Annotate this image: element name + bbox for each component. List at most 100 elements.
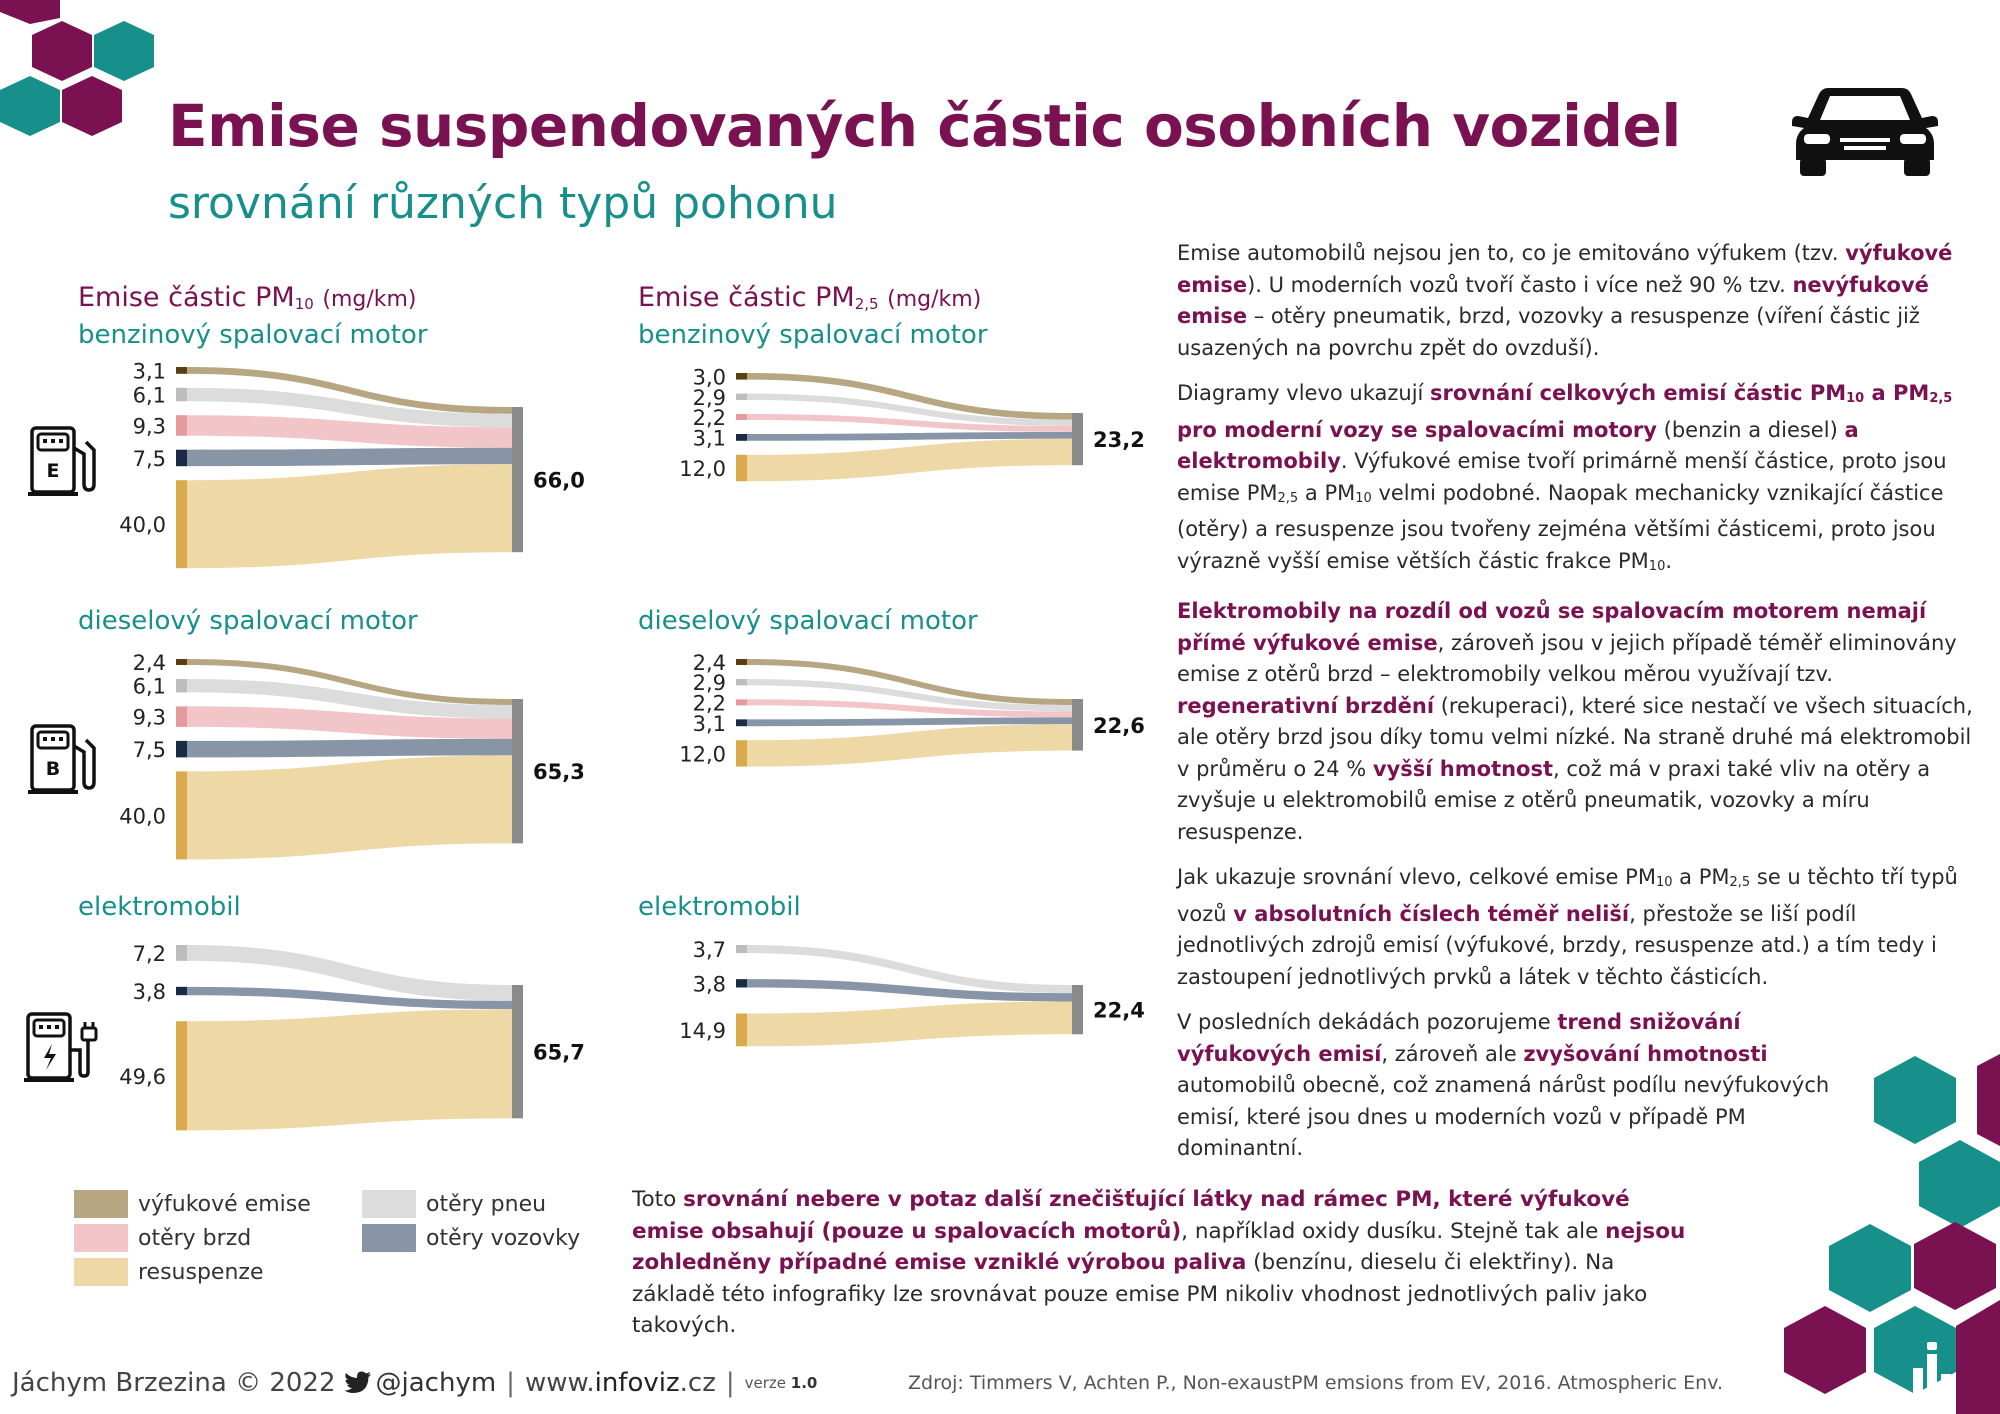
total-bar [1072,699,1083,751]
value-label: 2,2 [693,406,726,430]
sankey-pm25-petrol: 3,02,92,23,1 12,0 23,2 [679,365,1145,482]
total-label: 65,7 [533,1041,585,1065]
source-bar [736,679,747,686]
source-bar [736,740,747,767]
flow-band [747,724,1072,767]
pm10-panel-title: Emise částic PM10 (mg/km) [78,282,417,313]
paragraph-5: V posledních dekádách pozorujeme trend s… [1177,1010,1830,1160]
category-label-ev-pm25: elektromobil [638,892,801,922]
bottom-note: Toto srovnání nebere v potaz další zneči… [632,1187,1686,1338]
bar-chart-logo-icon [1913,1342,1951,1396]
total-label: 22,4 [1093,999,1145,1023]
total-bar [512,985,523,1119]
legend-item: otěry vozovky [362,1224,580,1252]
value-label: 49,6 [119,1065,166,1089]
flow-band [187,415,512,448]
total-bar [1072,413,1083,466]
legend-swatch [362,1224,416,1252]
value-label: 3,1 [693,712,726,736]
source-bar [176,659,187,665]
sankey-pm10-ev: 7,2 3,8 49,6 65,7 [119,942,585,1131]
value-label: 2,9 [693,386,726,410]
source-bar [736,719,747,727]
total-label: 23,2 [1093,428,1145,452]
flow-band [747,659,1072,705]
flow-band [747,413,1072,432]
fuel-pump-e-icon: E [28,426,96,496]
value-label: 3,0 [693,365,726,389]
flow-band [747,373,1072,420]
flow-band [747,717,1072,727]
source-bar [176,706,187,727]
sankey-pm25-diesel: 2,42,92,23,1 12,0 22,6 [679,651,1145,767]
flow-band [747,945,1072,994]
page-title: Emise suspendovaných částic osobních voz… [168,92,1681,160]
flow-band [747,1001,1072,1047]
source-bar [736,979,747,988]
svg-text:E: E [47,460,60,482]
source-bar [176,986,187,996]
footer-credits: Jáchym Brzezina © 2022 @jachym | www.inf… [12,1368,818,1398]
source-bar [176,679,187,693]
value-label: 3,1 [693,426,726,450]
sankey-pm10-diesel: 2,46,1 9,3 7,5 40,0 65,3 [119,651,585,860]
twitter-bird-icon [344,1371,371,1393]
svg-text:B: B [46,758,60,780]
source-bar [736,945,747,954]
value-label: 3,1 [133,360,166,383]
source-bar [176,415,187,436]
website-link[interactable]: www.infoviz.cz [524,1368,716,1398]
value-label: 9,3 [133,414,166,438]
flow-band [187,679,512,719]
flow-band [187,738,512,758]
value-label: 9,3 [133,706,166,730]
flow-band [187,464,512,569]
category-label-diesel-pm25: dieselový spalovací motor [638,606,978,636]
value-label: 40,0 [119,513,166,537]
hexagon-decoration-top-left [0,0,154,136]
source-bar [176,1021,187,1131]
value-label: 6,1 [133,384,166,408]
pm25-panel-title: Emise částic PM2,5 (mg/km) [638,282,982,313]
value-label: 6,1 [133,675,166,699]
paragraph-3: Elektromobily na rozdíl od vozů se spalo… [1177,599,1973,844]
source-bar [736,433,747,441]
source-bar [176,449,187,467]
source-bar [176,740,187,758]
value-label: 3,7 [693,938,726,962]
source-bar [176,367,187,374]
ev-charger-icon [24,1012,98,1082]
page-subtitle: srovnání různých typů pohonu [168,178,838,229]
source-bar [736,373,747,380]
total-label: 66,0 [533,469,585,493]
flow-band [747,979,1072,1002]
value-label: 3,8 [693,972,726,996]
car-icon [1792,88,1938,176]
flow-band [187,1009,512,1131]
twitter-handle-link[interactable]: @jachym [375,1368,497,1398]
value-label: 14,9 [679,1019,726,1043]
source-bar [736,454,747,482]
value-label: 2,9 [693,671,726,695]
legend-swatch [74,1190,128,1218]
hexagon-decoration-bottom-right [1784,1054,2000,1414]
legend-item: výfukové emise [74,1190,311,1218]
value-label: 3,8 [133,980,166,1004]
author-credit: Jáchym Brzezina © 2022 [12,1368,336,1398]
sankey-pm10-petrol: 3,16,1 9,3 7,5 40,0 66,0 [119,360,585,569]
source-bar [176,387,187,402]
flow-band [747,431,1072,441]
flow-band [187,447,512,467]
flow-band [187,986,512,1010]
flow-band [747,699,1072,718]
version-label: verze 1.0 [744,1374,818,1392]
legend-item: otěry brzd [74,1224,251,1252]
value-label: 7,2 [133,942,166,966]
total-bar [512,407,523,553]
source-bar [176,771,187,860]
source-bar [736,699,747,706]
category-label-diesel-pm10: dieselový spalovací motor [78,606,418,636]
source-bar [736,659,747,665]
flow-band [187,706,512,739]
source-bar [736,413,747,420]
